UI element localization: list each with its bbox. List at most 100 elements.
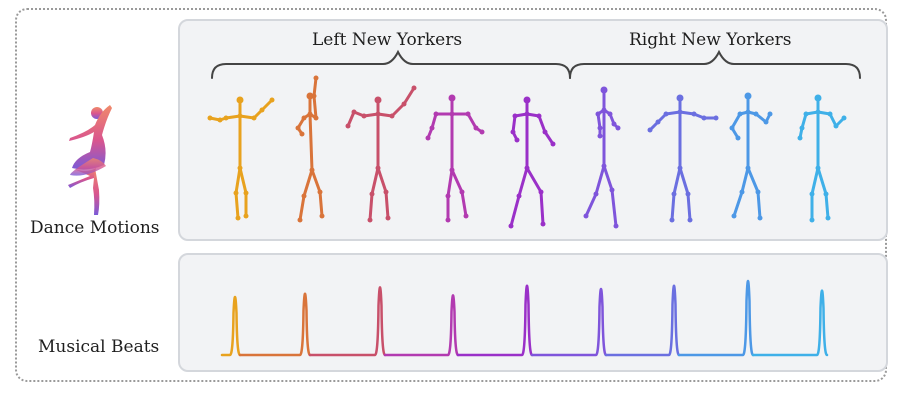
skeleton-bone — [824, 192, 830, 220]
skeleton-bone — [446, 168, 454, 198]
skeleton-joint — [307, 111, 313, 117]
skeleton-joint — [299, 131, 305, 137]
skeleton-joint — [269, 97, 275, 103]
skeleton-joint — [538, 189, 544, 195]
skeleton-joint — [445, 217, 451, 223]
skeleton-joint — [401, 101, 407, 107]
skeleton-bone — [509, 194, 521, 228]
skeleton-joint — [429, 125, 435, 131]
skeleton-bone — [537, 114, 547, 134]
skeleton-bone — [466, 112, 478, 130]
skeleton-joint — [677, 109, 683, 115]
skeleton-9 — [797, 94, 847, 223]
skeleton-joint — [550, 141, 556, 147]
skeleton-joint — [735, 135, 741, 141]
skeleton-joint — [540, 221, 546, 227]
skeleton-bone — [368, 192, 374, 222]
skeleton-bone — [730, 112, 742, 130]
skeleton-joint — [815, 109, 821, 115]
skeleton-joint — [669, 217, 675, 223]
skeleton-joint — [311, 93, 317, 99]
skeleton-joint — [687, 217, 693, 223]
skeleton-7 — [647, 94, 719, 223]
skeleton-bone — [234, 166, 242, 195]
skeleton-joint — [508, 223, 514, 229]
skeleton-joint — [767, 111, 773, 117]
skeleton-bone — [450, 168, 464, 194]
skeleton-joint — [512, 113, 518, 119]
skeleton-joint — [251, 115, 257, 121]
skeleton-joint — [374, 96, 382, 104]
skeleton-bone — [370, 166, 380, 196]
skeleton-joint — [597, 133, 603, 139]
skeleton-joint — [375, 111, 381, 117]
skeleton-joint — [449, 167, 455, 173]
skeleton-joint — [411, 85, 417, 91]
skeleton-joint — [243, 190, 249, 196]
skeleton-joint — [235, 215, 241, 221]
skeleton-2 — [295, 75, 325, 223]
dance-motions-label: Dance Motions — [30, 218, 160, 238]
skeleton-joint — [295, 125, 301, 131]
skeleton-joint — [814, 94, 822, 102]
skeleton-joint — [207, 115, 213, 121]
skeleton-1 — [207, 96, 275, 221]
skeleton-joint — [536, 113, 542, 119]
skeleton-joint — [542, 129, 548, 135]
skeleton-joint — [463, 213, 469, 219]
ballerina-icon — [68, 105, 112, 215]
skeleton-joint — [516, 193, 522, 199]
skeleton-joint — [597, 125, 603, 131]
skeleton-joint — [691, 111, 697, 117]
skeleton-bone — [298, 194, 306, 222]
beat-pulse — [530, 287, 608, 357]
skeleton-joint — [385, 215, 391, 221]
skeleton-bone — [308, 112, 314, 172]
skeleton-joint — [449, 111, 455, 117]
skeleton-joint — [383, 189, 389, 195]
skeleton-joint — [313, 75, 319, 81]
skeleton-joint — [313, 115, 319, 121]
skeleton-bone — [384, 190, 390, 220]
musical-beats-panel — [178, 253, 888, 372]
skeleton-bone — [756, 190, 762, 220]
skeleton-8 — [729, 92, 773, 221]
skeleton-joint — [524, 111, 530, 117]
skeleton-joint — [523, 96, 531, 104]
skeleton-joint — [833, 123, 839, 129]
skeleton-joint — [317, 189, 323, 195]
skeleton-joint — [763, 119, 769, 125]
skeleton-joint — [671, 191, 677, 197]
skeleton-joint — [233, 190, 239, 196]
skeleton-joint — [448, 94, 456, 102]
skeleton-bone — [672, 166, 682, 196]
skeleton-joint — [841, 115, 847, 121]
musical-beats-label: Musical Beats — [38, 337, 160, 357]
skeleton-bone — [732, 190, 744, 218]
right-group-brace — [569, 49, 861, 79]
skeleton-joint — [685, 191, 691, 197]
beat-pulse — [308, 286, 387, 357]
skeleton-joint — [319, 213, 325, 219]
beat-curve — [220, 279, 829, 357]
skeleton-joint — [615, 125, 621, 131]
skeleton-joint — [600, 86, 608, 94]
skeleton-joint — [745, 109, 751, 115]
waveform-icon — [31, 287, 165, 343]
skeleton-4 — [425, 94, 485, 223]
skeleton-joint — [459, 189, 465, 195]
skeleton-bone — [594, 164, 606, 196]
skeleton-bone — [402, 86, 416, 106]
skeleton-bone — [525, 166, 543, 194]
skeleton-joint — [309, 167, 315, 173]
skeleton-joint — [611, 121, 617, 127]
skeleton-bone — [511, 114, 517, 134]
skeleton-bone — [610, 188, 618, 228]
skeleton-bone — [376, 166, 388, 194]
skeleton-joint — [609, 187, 615, 193]
skeleton-joint — [389, 113, 395, 119]
skeleton-bone — [234, 191, 240, 220]
skeleton-figures — [207, 75, 847, 229]
skeleton-bone — [678, 166, 690, 196]
